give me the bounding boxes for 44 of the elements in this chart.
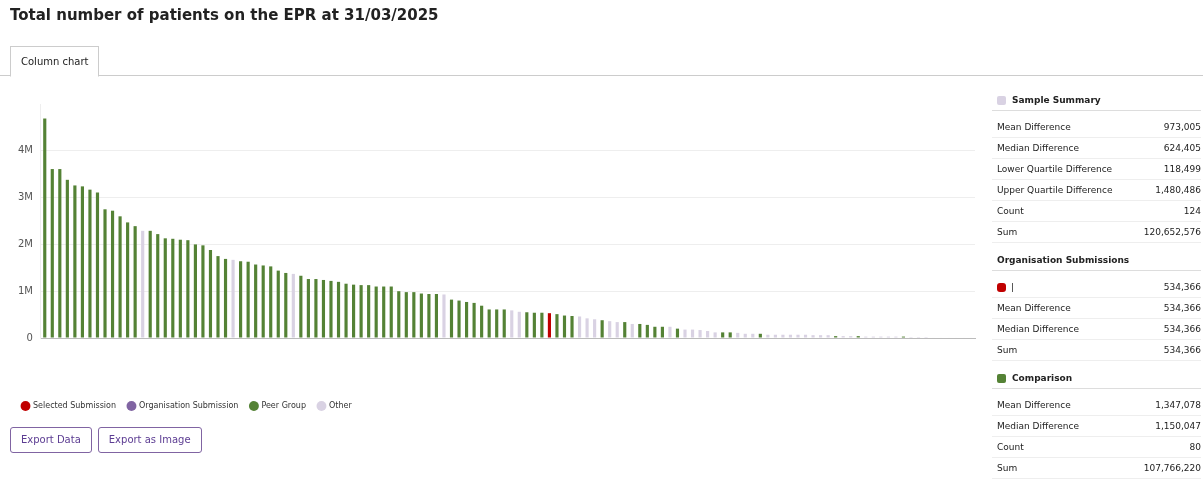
text: Median Difference <box>997 142 1079 155</box>
text: 534,366 <box>1163 344 1201 357</box>
legend-label: Selected Submission <box>33 401 116 411</box>
text: Mean Difference <box>997 302 1071 315</box>
y-tick-label: 0 <box>26 331 33 343</box>
text: | <box>1011 281 1015 294</box>
chart-title: Total number of patients on the EPR at 31/03/2025 <box>10 6 439 24</box>
y-tick-label: 3M <box>17 191 33 203</box>
text: 120,652,576 <box>1143 226 1201 239</box>
text: 1,347,078 <box>1155 399 1201 412</box>
text: 1,150,047 <box>1155 420 1201 433</box>
text: 534,366 <box>1163 281 1201 294</box>
text: Median Difference <box>997 420 1079 433</box>
text: 124 <box>1183 205 1201 218</box>
y-tick-label: 2M <box>17 237 33 249</box>
text: Mean Difference <box>997 121 1071 134</box>
text: Lower Quartile Difference <box>997 163 1113 176</box>
text: Median Difference <box>997 323 1079 336</box>
text: 118,499 <box>1163 163 1201 176</box>
text: 80 <box>1189 441 1201 454</box>
text: 624,405 <box>1163 142 1201 155</box>
text: Upper Quartile Difference <box>997 184 1113 197</box>
text: 534,366 <box>1163 323 1201 336</box>
text: Count <box>997 205 1024 218</box>
text: 1,480,486 <box>1155 184 1201 197</box>
text: Sum <box>997 462 1018 475</box>
text: Sum <box>997 226 1018 239</box>
text: 973,005 <box>1163 121 1201 134</box>
y-tick-label: 1M <box>17 284 33 296</box>
legend-label: Peer Group <box>261 401 306 411</box>
text: Organisation Submissions <box>997 254 1130 267</box>
text: Column chart <box>10 46 100 77</box>
legend-label: Organisation Submission <box>138 401 239 411</box>
text: Sum <box>997 344 1018 357</box>
text: Count <box>997 441 1024 454</box>
text: Mean Difference <box>997 399 1071 412</box>
text: Export as Image <box>97 427 202 453</box>
text: Comparison <box>1012 372 1073 385</box>
legend-label: Other <box>328 401 353 411</box>
y-tick-label: 4M <box>17 144 33 156</box>
text: 534,366 <box>1163 302 1201 315</box>
text: Sample Summary <box>1012 94 1101 107</box>
text: 107,766,220 <box>1143 462 1201 475</box>
text: Export Data <box>10 427 92 453</box>
